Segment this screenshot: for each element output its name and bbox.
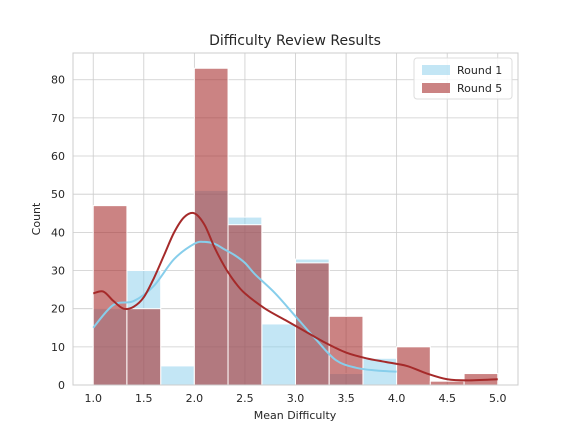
x-tick-label: 2.0 <box>186 392 204 405</box>
axes: 1.0 1.5 2.0 2.5 3.0 3.5 4.0 4.5 5.0 0 10 20 30 40 50 60… <box>51 52 519 405</box>
x-tick-label: 4.5 <box>438 392 456 405</box>
y-tick-label: 40 <box>51 226 65 239</box>
y-tick-label: 10 <box>51 341 65 354</box>
x-tick-label: 1.5 <box>135 392 153 405</box>
y-tick-label: 30 <box>51 265 65 278</box>
chart-title: Difficulty Review Results <box>209 33 381 49</box>
bar-round-5 <box>193 67 229 386</box>
bar-round-5 <box>328 315 364 386</box>
x-tick-label: 3.5 <box>337 392 355 405</box>
bar-round-5 <box>92 205 128 386</box>
x-tick-label: 1.0 <box>84 392 102 405</box>
bar-round-5 <box>295 262 330 386</box>
x-tick-label: 3.0 <box>287 392 305 405</box>
histogram-bars <box>92 67 499 386</box>
bar-round-5 <box>126 308 162 386</box>
y-tick-label: 0 <box>58 379 65 392</box>
y-tick-label: 20 <box>51 303 65 316</box>
kde-line-round-1 <box>92 240 397 373</box>
bar-round-5 <box>396 346 431 386</box>
bar-round-5 <box>227 224 263 386</box>
y-tick-label: 50 <box>51 188 65 201</box>
bar-round-5 <box>429 380 465 386</box>
legend-label: Round 1 <box>457 64 502 77</box>
bar-round-1 <box>261 323 297 386</box>
kde-line-round-5 <box>92 211 498 382</box>
plot-frame <box>72 52 519 386</box>
y-tick-label: 60 <box>51 150 65 163</box>
x-tick-label: 2.5 <box>236 392 254 405</box>
x-tick-label: 5.0 <box>489 392 507 405</box>
x-tick-label: 4.0 <box>388 392 406 405</box>
legend-swatch <box>422 65 450 75</box>
legend-swatch <box>422 83 450 93</box>
y-tick-label: 70 <box>51 112 65 125</box>
legend-label: Round 5 <box>457 82 502 95</box>
bar-round-1 <box>160 365 195 386</box>
x-axis-label: Mean Difficulty <box>254 409 337 422</box>
y-tick-label: 80 <box>51 74 65 87</box>
legend: Round 1 Round 5 <box>413 57 513 100</box>
y-axis-label: Count <box>30 202 43 235</box>
kde-curves <box>92 211 498 382</box>
